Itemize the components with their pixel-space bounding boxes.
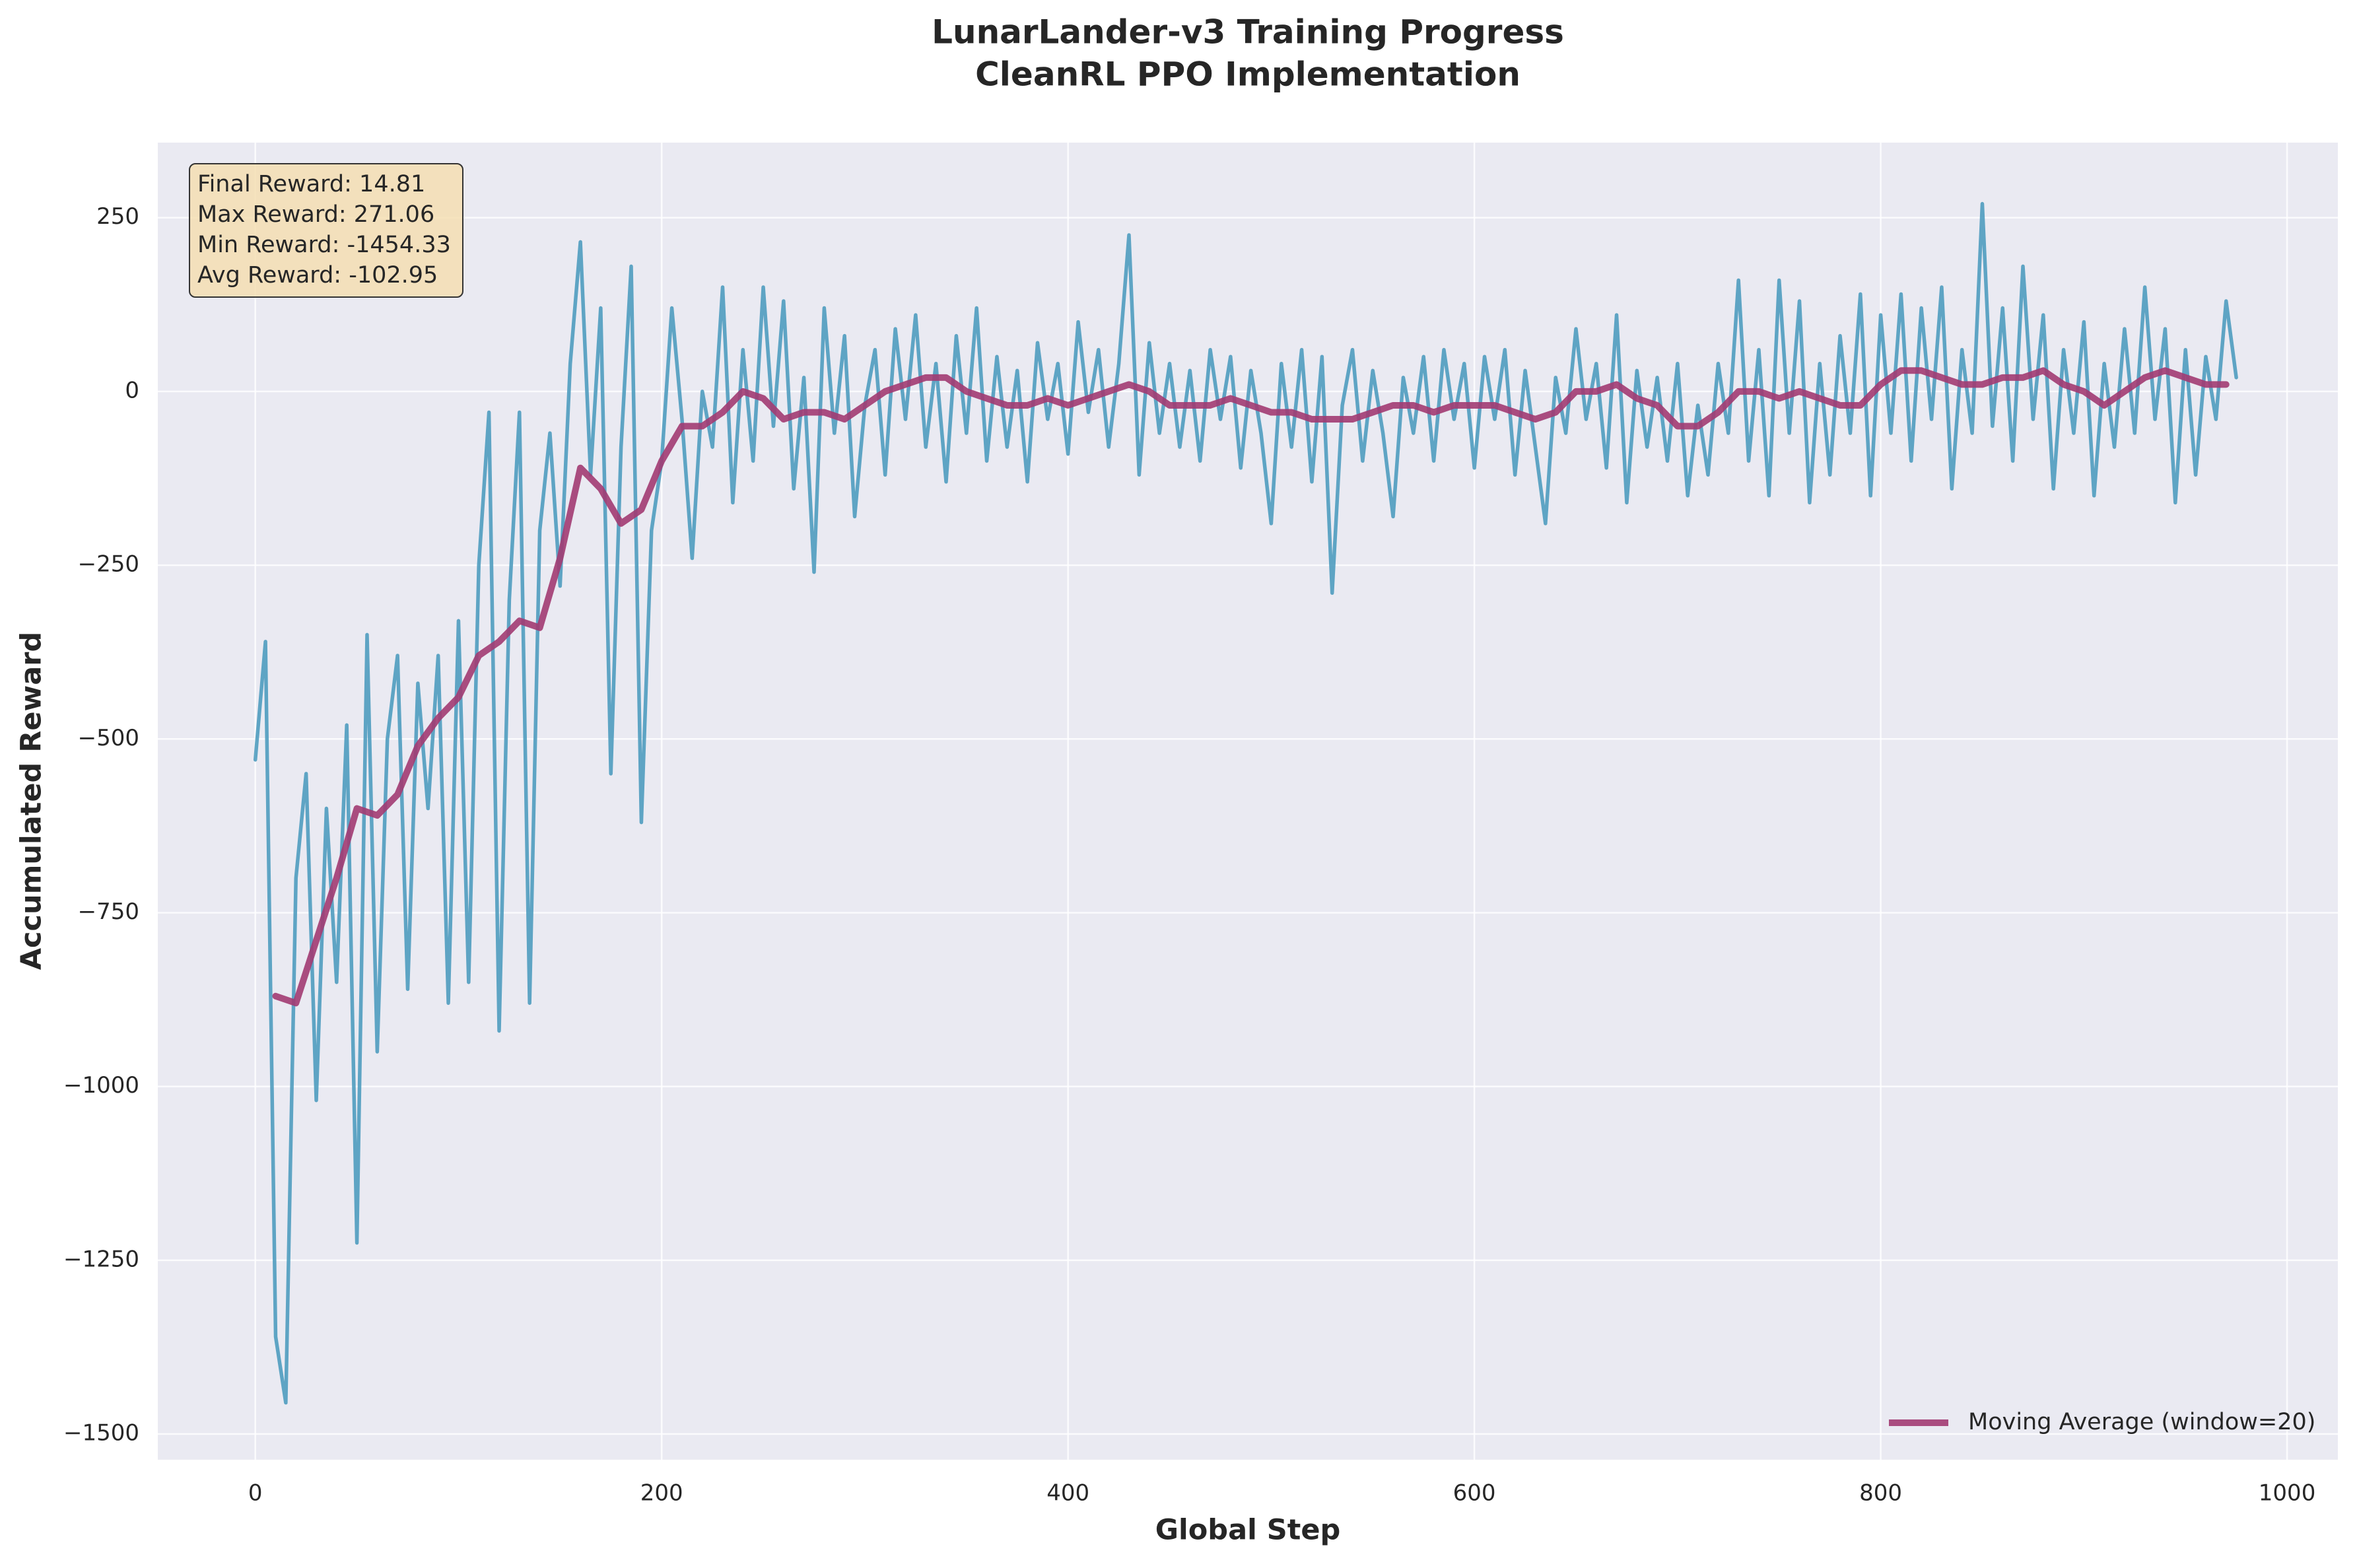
stats-box: Final Reward: 14.81 Max Reward: 271.06 Min… [189,163,463,298]
chart-subtitle: CleanRL PPO Implementation [975,55,1520,94]
y-tick-label: −1500 [63,1420,139,1447]
y-tick-label: 250 [96,203,139,230]
reward-line [253,201,2238,1405]
stats-box-background [189,163,463,298]
x-tick-label: 1000 [2259,1480,2316,1507]
x-tick-label: 800 [1859,1480,1902,1507]
y-tick-label: −500 [78,725,139,751]
y-axis-label: Accumulated Reward [15,632,48,971]
x-tick-label: 600 [1453,1480,1496,1507]
y-tick-label: −250 [78,551,139,578]
plot-background [158,143,2338,1460]
legend: Moving Average (window=20) [1889,1409,2315,1435]
x-tick-label: 400 [1046,1480,1089,1507]
stats-line: Final Reward: 14.81 [197,171,425,197]
legend-label: Moving Average (window=20) [1968,1409,2315,1435]
y-tick-label: −1000 [63,1072,139,1099]
chart-title: LunarLander-v3 Training Progress [932,13,1564,51]
x-axis-label: Global Step [1155,1514,1341,1547]
y-tick-label: −1250 [63,1246,139,1272]
y-tick-label: −750 [78,899,139,925]
x-tick-label: 200 [640,1480,683,1507]
stats-line: Avg Reward: -102.95 [197,262,438,289]
stats-line: Min Reward: -1454.33 [197,232,451,258]
stats-line: Max Reward: 271.06 [197,201,434,228]
moving-average-line [272,367,2230,1007]
x-tick-label: 0 [248,1480,263,1507]
y-tick-label: 0 [125,377,139,403]
